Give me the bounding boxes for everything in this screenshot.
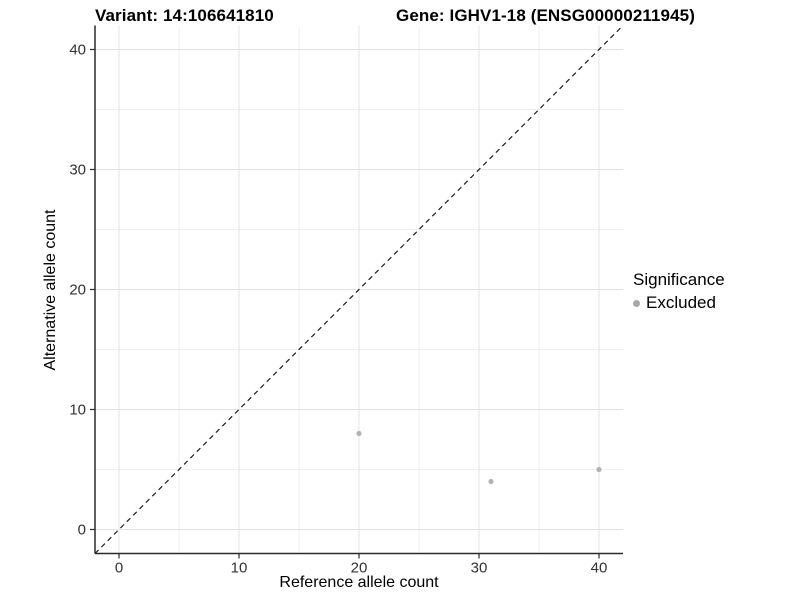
legend-item-label: Excluded <box>646 293 716 312</box>
y-tick-label: 10 <box>69 402 86 419</box>
plot-title-gene: Gene: IGHV1-18 (ENSG00000211945) <box>396 6 695 25</box>
data-point <box>488 478 494 485</box>
plot-title-variant: Variant: 14:106641810 <box>95 6 274 25</box>
x-tick-label: 30 <box>471 560 488 577</box>
data-point <box>596 466 602 473</box>
x-tick-label: 10 <box>231 560 248 577</box>
y-tick-label: 40 <box>69 42 86 59</box>
y-tick-label: 20 <box>69 282 86 299</box>
x-tick-label: 20 <box>351 560 368 577</box>
x-tick-label: 40 <box>591 560 608 577</box>
y-axis-title: Alternative allele count <box>42 209 59 371</box>
legend-item-excluded: Excluded <box>633 293 725 313</box>
legend-title: Significance <box>633 270 725 289</box>
legend: Significance Excluded <box>633 270 725 313</box>
data-point <box>356 430 362 437</box>
x-tick-label: 0 <box>115 560 123 577</box>
x-axis-title: Reference allele count <box>279 574 439 591</box>
identity-dashed-line <box>94 25 624 554</box>
y-tick-label: 0 <box>78 522 86 539</box>
y-tick-label: 30 <box>69 162 86 179</box>
legend-point-icon <box>633 299 640 307</box>
